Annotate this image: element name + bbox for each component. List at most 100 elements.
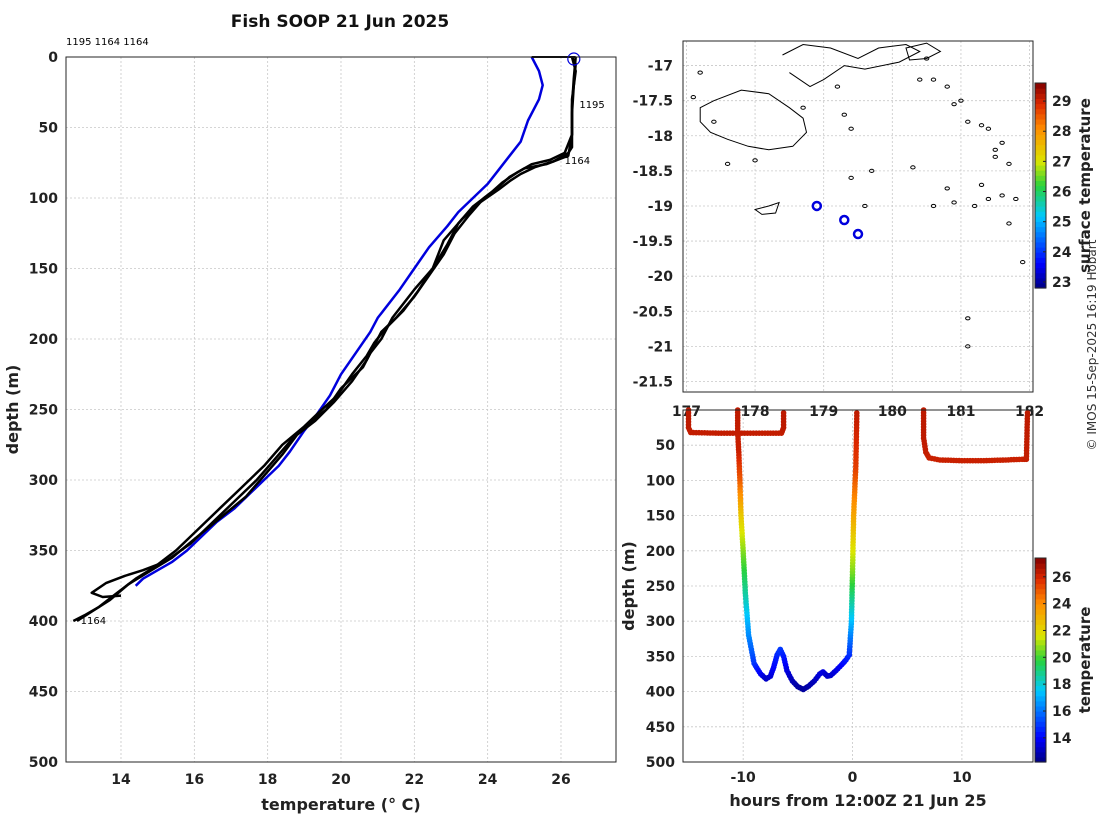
surface-marker (567, 52, 581, 66)
islet-outline (965, 344, 971, 349)
islet-outline (958, 98, 964, 103)
chart-title: Fish SOOP 21 Jun 2025 (231, 12, 449, 32)
track-2 (920, 407, 1031, 464)
x-tick-label: 14 (111, 772, 131, 788)
colorbar-segment (1035, 690, 1046, 697)
colorbar-segment (1035, 231, 1046, 238)
colorbar-segment (1035, 603, 1046, 610)
y-tick-label: 500 (646, 755, 675, 771)
colorbar-segment (1035, 731, 1046, 738)
colorbar-segment (1035, 705, 1046, 712)
profile-ids-header: 1195 1164 1164 (66, 37, 149, 48)
y-tick-label: -18 (648, 129, 673, 145)
y-tick-label: 200 (29, 332, 58, 348)
y-tick-label: 350 (29, 544, 58, 560)
colorbar-segment (1035, 103, 1046, 110)
islet-outline (930, 203, 937, 209)
colorbar-segment (1035, 726, 1046, 732)
y-axis-label: depth (m) (3, 365, 22, 455)
x-tick-label: 22 (405, 772, 424, 788)
colorbar-segment (1035, 563, 1046, 569)
series-line-0 (134, 56, 544, 587)
islet-outline (697, 70, 703, 75)
x-axis-label: temperature (° C) (261, 795, 420, 814)
colorbar-segment (1035, 639, 1046, 646)
x-tick-label: 0 (848, 770, 858, 786)
station-marker (852, 228, 864, 240)
colorbar-segment (1035, 614, 1046, 620)
colorbar-frame (1034, 557, 1047, 763)
islet-outline (999, 140, 1005, 145)
colorbar-segment (1035, 629, 1046, 636)
colorbar-segment (1035, 211, 1046, 217)
colorbar-segment (1035, 241, 1046, 248)
colorbar-segment (1035, 154, 1046, 161)
y-tick-label: 400 (29, 614, 58, 630)
islet-outline (1020, 260, 1026, 265)
colorbar-tick-label: 29 (1052, 94, 1071, 110)
islet-outline (985, 196, 992, 202)
y-tick-label: 150 (29, 262, 58, 278)
y-tick-label: -19.5 (633, 234, 673, 250)
colorbar-segment (1035, 711, 1046, 717)
colorbar-segment (1035, 190, 1046, 197)
timeseries-chart: -10 0 10 50 100 150 200 250 300 350 400 450 500 hours… (619, 407, 1034, 810)
x-tick-label: 178 (740, 404, 769, 420)
track-point (1024, 410, 1031, 416)
profile-annotation: 1195 (579, 100, 604, 111)
islet-outline (985, 126, 992, 131)
islet-outline (944, 186, 950, 191)
colorbar-segment (1035, 159, 1046, 166)
y-tick-label: 400 (646, 685, 675, 701)
profile-annotation: 1164 (81, 616, 106, 627)
colorbar-tick-label: 26 (1052, 570, 1071, 586)
y-tick-label: 350 (646, 649, 675, 665)
colorbar-segment (1035, 277, 1046, 284)
x-tick-label: 20 (331, 772, 351, 788)
colorbar-segment (1035, 568, 1046, 574)
colorbar-segment (1035, 593, 1046, 600)
colorbar-segment (1035, 624, 1046, 630)
colorbar-segment (1035, 670, 1046, 676)
y-tick-label: 0 (48, 50, 58, 66)
colorbar-tick-label: 24 (1052, 245, 1072, 261)
islet-outline (971, 203, 978, 209)
y-tick-label: -20 (648, 269, 674, 285)
colorbar-tick-label: 16 (1052, 704, 1071, 720)
x-tick-label: 179 (809, 404, 838, 420)
y-tick-label: 450 (646, 720, 675, 736)
colorbar-segment (1035, 165, 1046, 171)
colorbar-segment (1035, 113, 1046, 120)
islet-outline (951, 102, 957, 107)
colorbar-segment (1035, 170, 1046, 176)
islet-outline (992, 147, 998, 152)
colorbar-segment (1035, 680, 1046, 687)
colorbar-segment (1035, 216, 1046, 222)
colorbar-segment (1035, 175, 1046, 181)
y-tick-label: 50 (656, 438, 676, 454)
colorbar-segment (1035, 247, 1046, 253)
track-1 (734, 407, 860, 693)
y-tick-label: 250 (29, 403, 58, 419)
colorbar-segment (1035, 252, 1046, 258)
y-tick-label: 100 (29, 191, 58, 207)
y-axis-label: depth (m) (619, 541, 638, 631)
y-tick-label: 100 (646, 473, 675, 489)
colorbar-segment (1035, 695, 1046, 702)
islet-outline (862, 203, 868, 209)
colorbar-segment (1035, 578, 1046, 585)
y-tick-label: -17.5 (633, 94, 673, 110)
colorbar-frame (1034, 82, 1047, 289)
colorbar-segment (1035, 675, 1046, 681)
islet-outline (841, 112, 847, 117)
islet-outline (910, 165, 916, 170)
colorbar-segment (1035, 573, 1046, 579)
islet-outline (848, 126, 854, 131)
x-tick-label: 24 (478, 772, 498, 788)
colorbar-segment (1035, 685, 1046, 692)
x-tick-label: 180 (878, 404, 907, 420)
credit-text: © IMOS 15-Sep-2025 16:19 Hobart (1085, 239, 1099, 450)
x-tick-label: 16 (185, 772, 204, 788)
colorbar-segment (1035, 756, 1046, 763)
colorbar-tick-label: 27 (1052, 154, 1071, 170)
